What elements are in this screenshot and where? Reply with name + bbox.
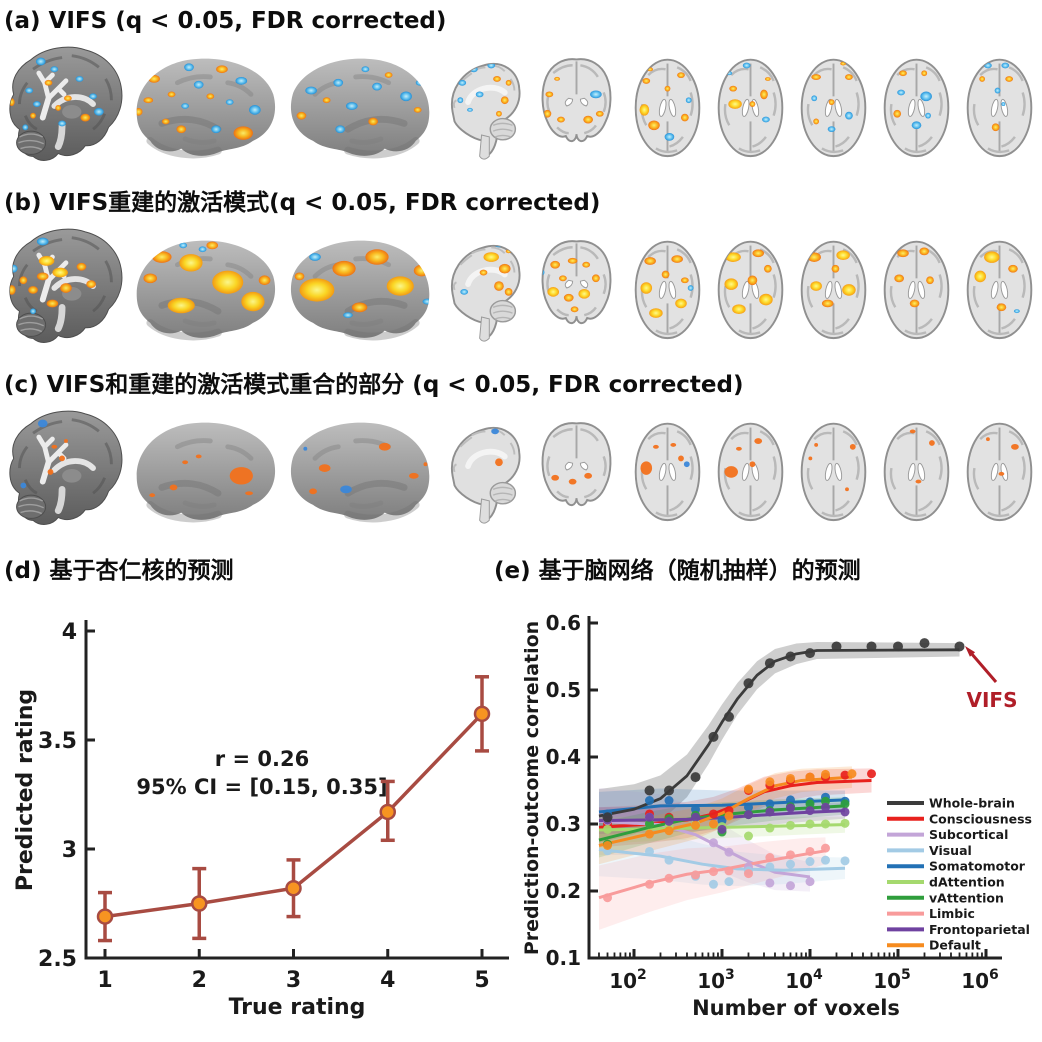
brain-c-inflated-surface-left: [136, 422, 276, 523]
brain-a-inflated-surface-left: [136, 58, 276, 159]
svg-text:Visual: Visual: [929, 843, 972, 858]
brain-c-inflated-surface-right: [290, 422, 430, 523]
brain-a-axial-slice-1: [634, 58, 701, 158]
brain-row-a: [4, 40, 1042, 176]
svg-text:Frontoparietal: Frontoparietal: [929, 922, 1030, 937]
panel-d-title: (d) 基于杏仁核的预测: [4, 558, 234, 584]
brain-a-axial-slice-4: [883, 58, 950, 158]
brain-c-sagittal-slice: [450, 427, 521, 524]
svg-text:Limbic: Limbic: [929, 906, 975, 921]
svg-text:r = 0.26: r = 0.26: [215, 747, 309, 771]
svg-text:3: 3: [62, 838, 77, 863]
svg-text:4: 4: [380, 968, 395, 993]
brain-b-axial-slice-2: [717, 240, 784, 340]
svg-text:3.5: 3.5: [38, 729, 77, 754]
panel-a-title: (a) VIFS (q < 0.05, FDR corrected): [4, 8, 447, 34]
svg-text:Somatomotor: Somatomotor: [929, 859, 1026, 874]
brain-row-b: [4, 222, 1042, 358]
panel-b-title: (b) VIFS重建的激活模式(q < 0.05, FDR corrected): [4, 190, 601, 216]
svg-text:3: 3: [286, 968, 301, 993]
brain-b-axial-slice-5: [966, 240, 1033, 340]
svg-text:vAttention: vAttention: [929, 890, 1004, 905]
brain-a-axial-slice-3: [800, 58, 867, 158]
svg-text:2: 2: [192, 968, 207, 993]
svg-text:Whole-brain: Whole-brain: [929, 796, 1015, 811]
brain-b-sagittal-slice: [450, 245, 521, 342]
brain-b-axial-slice-4: [883, 240, 950, 340]
svg-text:0.6: 0.6: [546, 611, 581, 635]
chart-d-svg: 2.5 3 3.5 4 1 2 3 4 5 Predicted rating True rating…: [13, 620, 509, 1020]
svg-text:2.5: 2.5: [38, 947, 77, 972]
svg-text:VIFS: VIFS: [967, 688, 1018, 712]
brain-a-coronal-slice: [541, 58, 612, 143]
brain-c-axial-slice-5: [966, 422, 1033, 522]
svg-text:Subcortical: Subcortical: [929, 827, 1008, 842]
svg-text:Consciousness: Consciousness: [929, 811, 1032, 826]
brain-c-sagittal-3d-render: [9, 410, 123, 525]
charts-row: (d) 基于杏仁核的预测 2.5 3 3.5 4 1 2 3 4 5 Predicted rati…: [4, 556, 1042, 1024]
svg-text:dAttention: dAttention: [929, 875, 1005, 890]
panel-e-title: (e) 基于脑网络（随机抽样）的预测: [494, 558, 861, 584]
panel-d: (d) 基于杏仁核的预测 2.5 3 3.5 4 1 2 3 4 5 Predicted rati…: [4, 556, 524, 1024]
brain-a-sagittal-3d-render: [9, 46, 123, 161]
brain-b-inflated-surface-left: [136, 240, 276, 341]
brain-a-axial-slice-2: [717, 58, 784, 158]
svg-text:106: 106: [961, 967, 999, 993]
chart-e: 0.1 0.2 0.3 0.4 0.5 0.6 102 103 104 105 106 Predict…: [521, 590, 1042, 1024]
brain-b-axial-slice-3: [800, 240, 867, 340]
brain-c-axial-slice-1: [634, 422, 701, 522]
brain-b-sagittal-3d-render: [9, 228, 123, 343]
svg-text:Predicted rating: Predicted rating: [13, 689, 38, 891]
brain-c-coronal-slice: [541, 422, 612, 507]
brain-row-c: [4, 404, 1042, 540]
svg-text:103: 103: [697, 967, 735, 993]
svg-text:0.4: 0.4: [546, 745, 581, 769]
brain-c-axial-slice-2: [717, 422, 784, 522]
svg-text:True rating: True rating: [229, 995, 366, 1020]
brain-c-axial-slice-4: [883, 422, 950, 522]
brain-b-axial-slice-1: [634, 240, 701, 340]
svg-text:0.5: 0.5: [546, 678, 581, 702]
svg-text:Number of voxels: Number of voxels: [692, 996, 900, 1020]
chart-d: 2.5 3 3.5 4 1 2 3 4 5 Predicted rating True rating…: [4, 590, 524, 1024]
brain-a-sagittal-slice: [450, 63, 521, 160]
svg-text:Prediction-outcome correlation: Prediction-outcome correlation: [524, 621, 543, 955]
svg-text:105: 105: [873, 967, 911, 993]
svg-text:0.3: 0.3: [546, 812, 581, 836]
brain-a-inflated-surface-right: [290, 58, 430, 159]
svg-text:Default: Default: [929, 938, 981, 953]
brain-b-coronal-slice: [541, 240, 612, 325]
svg-text:104: 104: [785, 967, 823, 993]
svg-text:0.1: 0.1: [546, 946, 581, 970]
panel-e: (e) 基于脑网络（随机抽样）的预测 0.1 0.2 0.3 0.4 0.5 0.6 102…: [494, 556, 1042, 1024]
svg-text:0.2: 0.2: [546, 879, 581, 903]
svg-text:102: 102: [609, 967, 647, 993]
panel-c-title: (c) VIFS和重建的激活模式重合的部分 (q < 0.05, FDR cor…: [4, 372, 744, 398]
svg-text:1: 1: [97, 968, 112, 993]
svg-text:4: 4: [62, 620, 77, 645]
chart-e-svg: 0.1 0.2 0.3 0.4 0.5 0.6 102 103 104 105 106 Predict…: [521, 611, 1032, 1020]
brain-c-axial-slice-3: [800, 422, 867, 522]
svg-text:5: 5: [474, 968, 489, 993]
svg-text:95% CI = [0.15, 0.35]: 95% CI = [0.15, 0.35]: [136, 775, 387, 799]
brain-b-inflated-surface-right: [290, 240, 430, 341]
brain-a-axial-slice-5: [966, 58, 1033, 158]
